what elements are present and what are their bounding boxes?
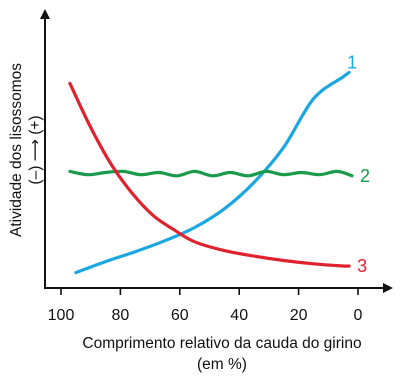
y-axis-title-line1: Atividade dos lisossomos: [8, 63, 25, 237]
x-tick-label-0: 0: [354, 307, 363, 324]
series-label-1: 1: [347, 52, 357, 72]
series-label-2: 2: [360, 166, 370, 186]
x-tick-label-60: 60: [171, 307, 189, 324]
series-line-3: [68, 81, 351, 268]
series-labels: 1 2 3: [347, 52, 370, 276]
x-tick-label-80: 80: [112, 307, 130, 324]
axes: [40, 9, 393, 293]
x-axis-title-line1: Comprimento relativo da cauda do girino: [82, 335, 361, 352]
x-tick-label-40: 40: [230, 307, 248, 324]
series-label-3: 3: [357, 256, 367, 276]
y-axis-title-line2: (–) ⟶ (+): [27, 115, 44, 184]
x-tick-label-20: 20: [290, 307, 308, 324]
series-line-1: [74, 70, 351, 275]
x-axis-title-line2: (em %): [197, 356, 247, 373]
x-ticks: 100 80 60 40 20 0: [48, 288, 363, 324]
series-layer: [68, 70, 354, 275]
x-tick-label-100: 100: [48, 307, 75, 324]
series-line-2: [68, 169, 354, 178]
